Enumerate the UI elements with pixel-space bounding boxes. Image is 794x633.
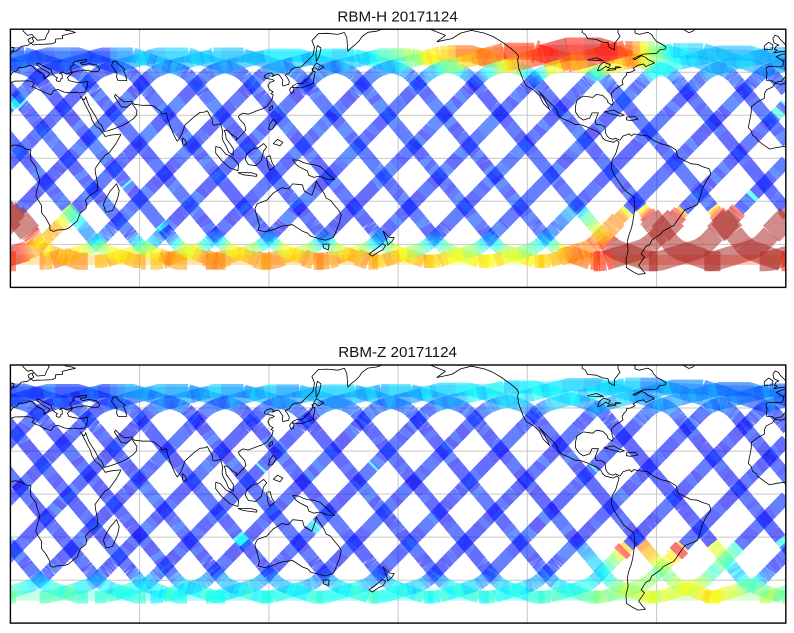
svg-text:RBM-Z 20171124: RBM-Z 20171124	[338, 344, 457, 361]
svg-text:RBM-H 20171124: RBM-H 20171124	[337, 9, 457, 26]
